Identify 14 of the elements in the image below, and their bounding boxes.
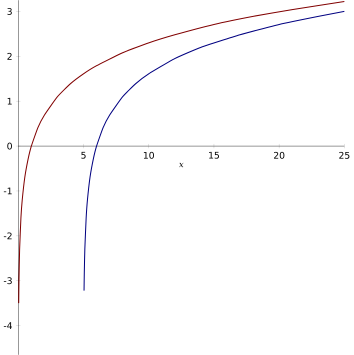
y-tick-label: 1 bbox=[8, 98, 12, 105]
x-tick-label: 25 bbox=[339, 152, 350, 159]
y-tick-label: -1 bbox=[4, 188, 12, 194]
x-tick-label: 20 bbox=[274, 152, 285, 159]
x-tick-label: 5 bbox=[82, 152, 86, 159]
x-axis-title: x bbox=[179, 162, 184, 168]
y-tick-label: 3 bbox=[8, 8, 12, 15]
y-tick-label: -3 bbox=[4, 277, 12, 284]
y-tick-label: 0 bbox=[8, 142, 12, 150]
y-tick-label: -4 bbox=[4, 322, 12, 329]
y-tick-label: -2 bbox=[4, 232, 12, 240]
y-tick-label: 2 bbox=[8, 52, 12, 60]
x-tick-label: 10 bbox=[144, 152, 154, 159]
x-tick-label: 15 bbox=[209, 152, 220, 159]
